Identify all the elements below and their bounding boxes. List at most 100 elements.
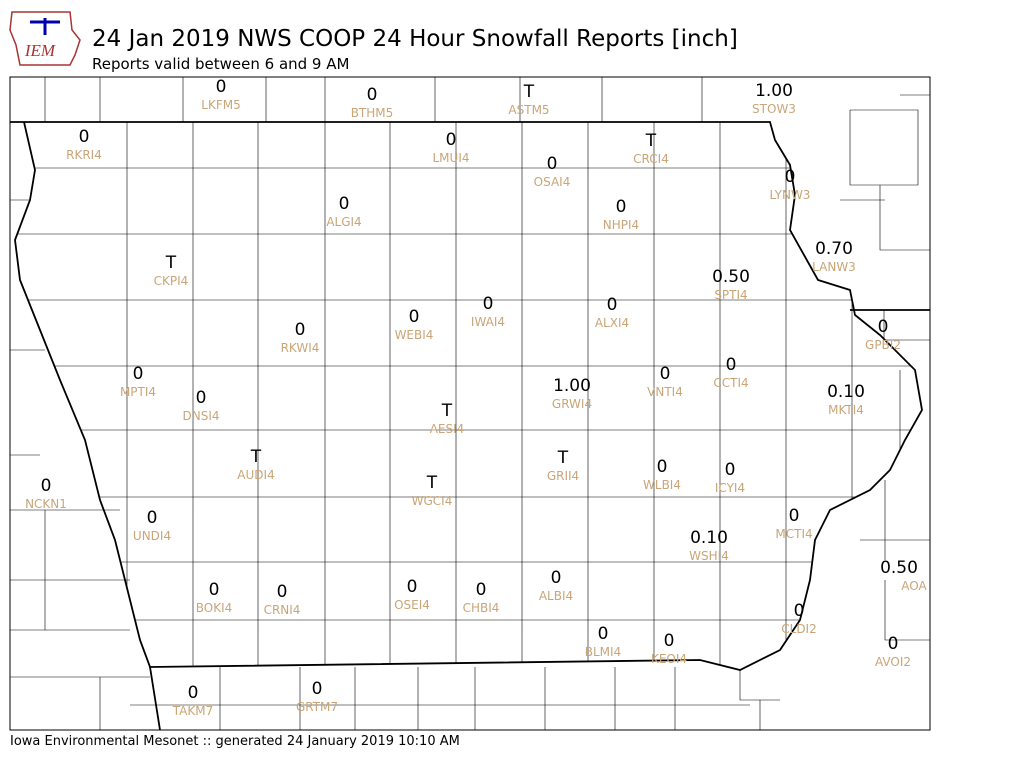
- station-value: 0: [295, 320, 306, 340]
- station-id: WLBI4: [643, 478, 681, 492]
- station-id: TAKM7: [172, 704, 213, 718]
- station-id: MKTI4: [828, 403, 864, 417]
- station-id: ALXI4: [595, 316, 629, 330]
- station-id: RKWI4: [281, 341, 320, 355]
- station-value: 0.70: [815, 239, 853, 259]
- station-id: ALBI4: [539, 589, 573, 603]
- station-id: MCTI4: [775, 527, 812, 541]
- subtitle: Reports valid between 6 and 9 AM: [92, 55, 349, 73]
- station-id: AOA: [901, 579, 927, 593]
- station-value: 0.50: [880, 558, 918, 578]
- station-id: GRTM7: [296, 700, 338, 714]
- station-id: LKFM5: [201, 98, 240, 112]
- station-id: GRWI4: [552, 397, 592, 411]
- station-value: 0: [657, 457, 668, 477]
- station-id: VNTI4: [647, 385, 683, 399]
- logo: IEM: [9, 11, 81, 66]
- station-value: 0: [598, 624, 609, 644]
- station-value: 0: [277, 582, 288, 602]
- station-value: 0: [794, 601, 805, 621]
- station-value: 0: [147, 508, 158, 528]
- station-id: CHBI4: [463, 601, 500, 615]
- station-value: 0: [216, 77, 227, 97]
- station-id: CCTI4: [713, 376, 748, 390]
- station-value: 0: [660, 364, 671, 384]
- station-id: BOKI4: [196, 601, 233, 615]
- station-value: T: [523, 82, 535, 102]
- station-value: 0: [407, 577, 418, 597]
- station-id: GRII4: [547, 469, 579, 483]
- station-id: DNSI4: [182, 409, 219, 423]
- station-id: LYNW3: [770, 188, 811, 202]
- station-value: T: [426, 473, 438, 493]
- station-id: IWAI4: [471, 315, 505, 329]
- station-value: 0: [483, 294, 494, 314]
- station-id: AESI4: [430, 422, 465, 436]
- logo-text: IEM: [24, 41, 56, 60]
- footer: Iowa Environmental Mesonet :: generated …: [10, 734, 460, 749]
- station-value: T: [557, 448, 569, 468]
- station-id: WEBI4: [395, 328, 434, 342]
- station-value: 1.00: [755, 81, 793, 101]
- station-id: SPTI4: [714, 288, 747, 302]
- station-value: 0: [789, 506, 800, 526]
- station-id: AVOI2: [875, 655, 911, 669]
- station-value: 0: [476, 580, 487, 600]
- station-value: T: [441, 401, 453, 421]
- station-id: OSEI4: [394, 598, 430, 612]
- map: [9, 76, 931, 731]
- station-id: NHPI4: [603, 218, 639, 232]
- station-value: 0: [367, 85, 378, 105]
- station-id: OSAI4: [534, 175, 571, 189]
- station-value: 0: [339, 194, 350, 214]
- station-value: 0: [726, 355, 737, 375]
- station-id: WSHI4: [689, 549, 729, 563]
- station-id: AUDI4: [237, 468, 274, 482]
- station-id: LMUI4: [433, 151, 470, 165]
- station-value: 0: [79, 127, 90, 147]
- station-value: T: [250, 447, 262, 467]
- station-value: 0: [725, 460, 736, 480]
- station-id: WGCI4: [412, 494, 453, 508]
- station-value: 0: [607, 295, 618, 315]
- station-id: UNDI4: [133, 529, 171, 543]
- station-id: CRCI4: [633, 152, 669, 166]
- station-id: MPTI4: [120, 385, 156, 399]
- station-id: RKRI4: [66, 148, 102, 162]
- station-id: LANW3: [812, 260, 856, 274]
- station-value: 1.00: [553, 376, 591, 396]
- station-id: BLMI4: [585, 645, 621, 659]
- station-value: 0: [664, 631, 675, 651]
- station-value: 0: [312, 679, 323, 699]
- station-value: 0: [446, 130, 457, 150]
- station-id: ALGI4: [326, 215, 361, 229]
- station-value: 0.10: [690, 528, 728, 548]
- station-value: 0: [209, 580, 220, 600]
- station-value: 0: [551, 568, 562, 588]
- station-value: 0: [188, 683, 199, 703]
- title: 24 Jan 2019 NWS COOP 24 Hour Snowfall Re…: [92, 26, 738, 52]
- station-value: 0: [616, 197, 627, 217]
- station-value: 0: [41, 476, 52, 496]
- station-id: KEOI4: [651, 652, 687, 666]
- station-value: T: [645, 131, 657, 151]
- station-value: 0.10: [827, 382, 865, 402]
- station-value: 0: [888, 634, 899, 654]
- station-value: 0: [878, 317, 889, 337]
- station-id: CKPI4: [154, 274, 189, 288]
- station-value: 0: [547, 154, 558, 174]
- station-value: 0: [196, 388, 207, 408]
- station-id: BTHM5: [351, 106, 394, 120]
- station-value: 0: [785, 167, 796, 187]
- station-value: 0.50: [712, 267, 750, 287]
- station-id: STOW3: [752, 102, 796, 116]
- station-id: ASTM5: [508, 103, 549, 117]
- station-id: GPBI2: [865, 338, 901, 352]
- station-id: CLDI2: [781, 622, 816, 636]
- station-id: NCKN1: [25, 497, 67, 511]
- station-value: T: [165, 253, 177, 273]
- station-id: ICYI4: [715, 481, 745, 495]
